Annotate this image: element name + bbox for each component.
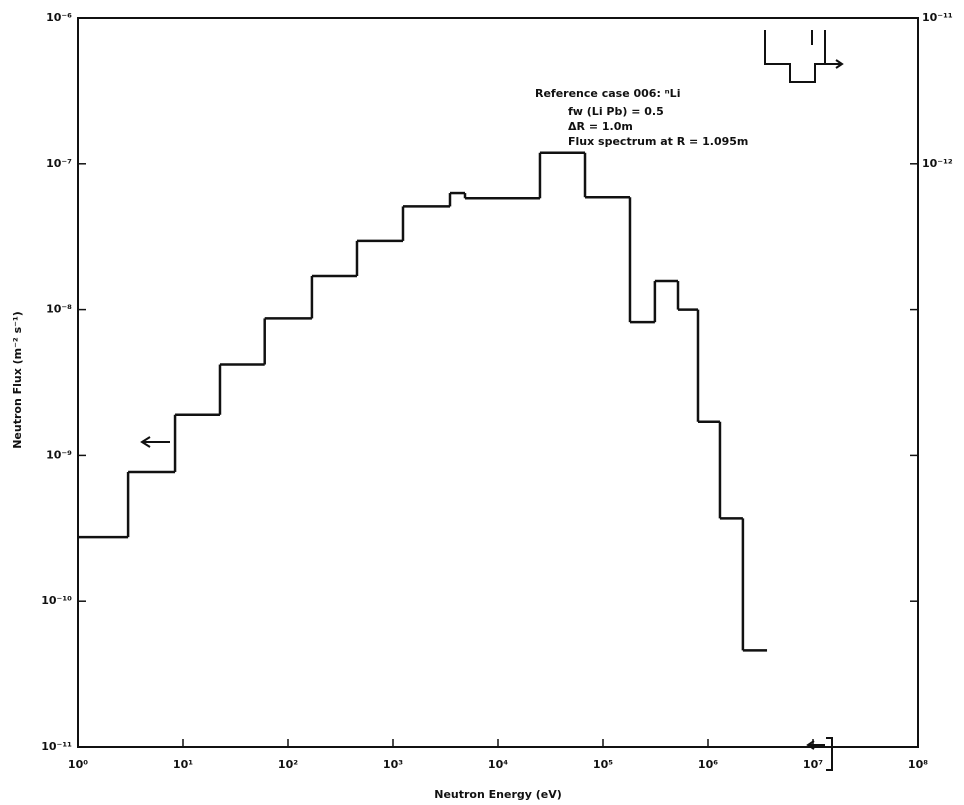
x-tick-label: 10⁸ [908,758,928,771]
y-tick-label: 10⁻⁷ [46,157,72,170]
annotation: Reference case 006: ⁿLi [535,87,680,100]
inset-step [764,30,844,83]
annotation: Flux spectrum at R = 1.095m [568,135,748,148]
x-tick-label: 10⁴ [488,758,508,771]
y-tick-label: 10⁻⁶ [46,11,72,24]
x-tick-label: 10² [278,758,298,771]
x-axis-title: Neutron Energy (eV) [434,788,562,801]
y-tick-label: 10⁻¹⁰ [41,594,72,607]
x-tick-label: 10⁵ [593,758,613,771]
arrow [140,436,170,448]
y-tick-label: 10⁻⁹ [46,448,72,461]
annotation: ΔR = 1.0m [568,120,633,133]
y-axis-title: Neutron Flux (m⁻² s⁻¹) [11,311,24,449]
annotation: fw (Li Pb) = 0.5 [568,105,664,118]
y-tick-label: 10⁻¹¹ [41,740,72,753]
y-tick-label: 10⁻⁸ [46,303,72,316]
plot-frame [77,17,919,748]
arrow [806,737,833,771]
x-tick-label: 10³ [383,758,403,771]
x-tick-label: 10⁰ [68,758,88,771]
x-tick-label: 10¹ [173,758,193,771]
x-tick-label: 10⁷ [803,758,823,771]
x-tick-label: 10⁶ [698,758,718,771]
y2-tick-label: 10⁻¹¹ [922,11,953,24]
y2-tick-label: 10⁻¹² [922,157,953,170]
